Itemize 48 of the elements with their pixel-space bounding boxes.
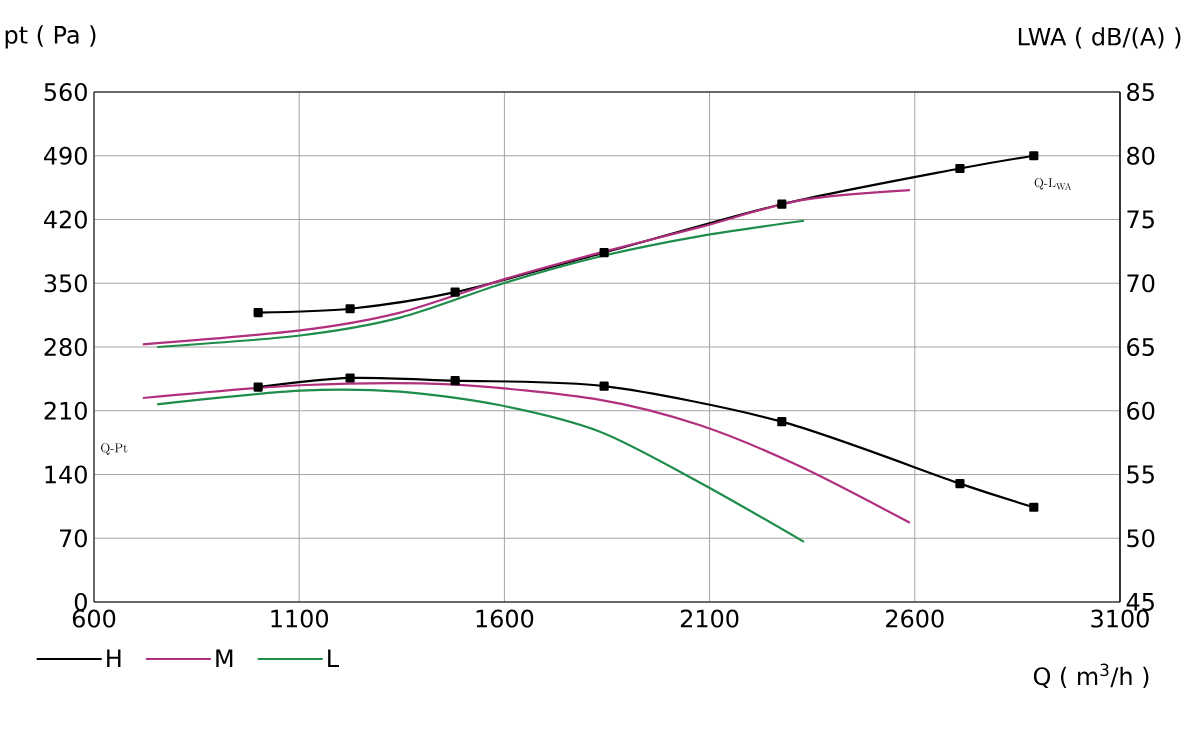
y-tick-label: 560 bbox=[44, 82, 87, 102]
y2-tick-label: 80 bbox=[1127, 146, 1155, 165]
y-tick-label: 140 bbox=[45, 465, 87, 484]
y2-tick-label: 45 bbox=[1126, 593, 1154, 611]
y-tick-label: 420 bbox=[44, 210, 87, 229]
point bbox=[599, 381, 609, 391]
point bbox=[450, 376, 460, 386]
legend-label: H bbox=[107, 649, 121, 667]
x-axis-title: Q ( m$^{3}$/h ) bbox=[1033, 663, 1149, 689]
point bbox=[345, 304, 355, 314]
point bbox=[955, 479, 965, 489]
y2-axis-title: LWA ( dB/(A) ) bbox=[1018, 27, 1181, 49]
y2-tick-label: 50 bbox=[1127, 529, 1155, 548]
y-tick-label: 280 bbox=[44, 337, 87, 357]
y2-tick-label: 75 bbox=[1127, 210, 1154, 229]
x-tick-label: 1100 bbox=[271, 609, 329, 628]
line-series bbox=[156, 219, 806, 349]
y-tick-label: 210 bbox=[44, 401, 87, 420]
y-tick-label: 350 bbox=[44, 274, 87, 293]
legend-label: L bbox=[328, 649, 339, 667]
point bbox=[253, 307, 263, 318]
y2-tick-label: 60 bbox=[1127, 401, 1155, 420]
y2-tick-label: 70 bbox=[1127, 274, 1155, 293]
annotation: Q-L$_{WA}$ bbox=[1034, 177, 1072, 190]
point bbox=[1029, 151, 1039, 161]
line-series bbox=[156, 388, 806, 543]
point bbox=[450, 287, 460, 297]
y2-tick-label: 65 bbox=[1127, 337, 1154, 357]
point bbox=[955, 163, 965, 174]
y2-tick-label: 55 bbox=[1127, 465, 1154, 484]
point bbox=[253, 382, 263, 392]
line-series bbox=[141, 189, 911, 346]
x-tick-label: 2100 bbox=[680, 609, 739, 628]
y-tick-label: 70 bbox=[60, 529, 87, 548]
x-tick-label: 600 bbox=[72, 609, 116, 628]
x-tick-label: 2600 bbox=[886, 609, 944, 628]
point bbox=[599, 248, 609, 258]
point bbox=[1029, 502, 1039, 512]
y2-tick-label: 85 bbox=[1127, 82, 1154, 102]
point bbox=[777, 417, 787, 427]
legend-label: M bbox=[216, 649, 233, 667]
y-axis-title: pt ( Pa ) bbox=[5, 25, 96, 49]
point bbox=[777, 199, 787, 209]
point bbox=[345, 373, 355, 383]
x-tick-label: 1600 bbox=[476, 609, 534, 628]
y-tick-label: 490 bbox=[44, 146, 87, 165]
x-tick-label: 3100 bbox=[1091, 609, 1149, 628]
annotation: Q-Pt bbox=[101, 443, 128, 455]
